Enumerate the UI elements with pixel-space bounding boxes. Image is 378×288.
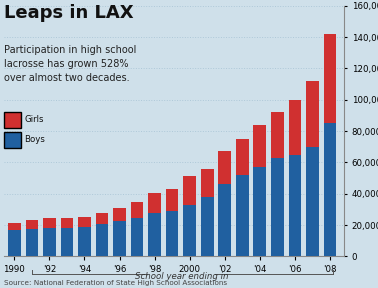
Bar [113,208,126,221]
Bar [218,151,231,184]
Bar [236,175,249,256]
Bar [96,224,108,256]
Bar [166,189,178,211]
Text: Source: National Federation of State High School Associations: Source: National Federation of State Hig… [4,280,227,286]
Text: Boys: Boys [25,135,45,144]
Bar [60,228,73,256]
Bar [288,155,301,256]
Bar [166,211,178,256]
Bar [26,220,38,229]
Bar [131,218,143,256]
Bar [148,193,161,213]
Bar [131,202,143,218]
Bar [183,177,196,205]
Bar [288,100,301,155]
Bar [183,205,196,256]
Bar [8,230,21,256]
Bar [201,169,214,197]
Bar [271,158,284,256]
Text: Girls: Girls [25,115,44,124]
Bar [236,139,249,175]
Bar [324,123,336,256]
Text: Participation in high school
lacrosse has grown 528%
over almost two decades.: Participation in high school lacrosse ha… [4,45,136,83]
Bar [26,229,38,256]
Bar [78,227,91,256]
Bar [148,213,161,256]
Bar [78,217,91,227]
Bar [8,223,21,230]
Bar [306,81,319,147]
Bar [254,125,266,167]
Bar [306,147,319,256]
Bar [96,213,108,224]
Text: Leaps in LAX: Leaps in LAX [4,4,133,22]
Bar [43,218,56,228]
Bar [43,228,56,256]
Bar [218,184,231,256]
Bar [271,112,284,158]
Bar [201,197,214,256]
Bar [60,218,73,228]
Bar [113,221,126,256]
Text: School year ending in: School year ending in [135,272,228,281]
Bar [254,167,266,256]
Bar [324,34,336,123]
